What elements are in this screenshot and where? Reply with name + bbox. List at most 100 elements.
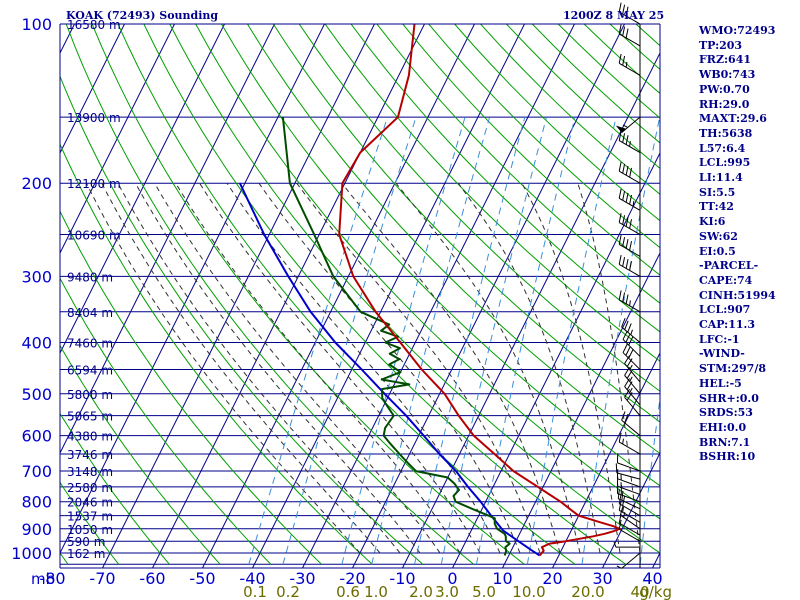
dry-adiabat — [60, 277, 272, 565]
index-item: CINH:51994 — [699, 288, 776, 302]
sounding-traces — [238, 24, 621, 557]
mixing-ratio-line — [282, 117, 417, 565]
wind-barb — [622, 343, 641, 370]
wind-barb — [618, 235, 641, 257]
index-item: BSHR:10 — [699, 450, 756, 464]
isotherm-line — [0, 24, 25, 568]
temperature-tick-label: -60 — [139, 569, 165, 588]
height-label: 13900 m — [67, 111, 121, 125]
moist-adiabat — [175, 182, 461, 554]
wind-barb — [621, 411, 641, 437]
dry-adiabat — [376, 24, 660, 304]
dry-adiabat — [91, 24, 525, 565]
pressure-tick-label: 300 — [21, 267, 52, 286]
dry-adiabat — [221, 24, 660, 487]
pressure-tick-label: 800 — [21, 493, 52, 512]
moist-adiabat — [457, 182, 601, 554]
chart-title: KOAK (72493) Sounding — [66, 9, 219, 22]
wind-barb — [621, 318, 641, 343]
pressure-tick-label: 500 — [21, 385, 52, 404]
moist-adiabat — [395, 182, 581, 554]
pressure-tick-label: 900 — [21, 520, 52, 539]
index-item: HEL:-5 — [699, 376, 742, 390]
isotherm-line — [60, 24, 175, 255]
index-item: BRN:7.1 — [699, 435, 751, 449]
index-item: TH:5638 — [699, 126, 753, 140]
dry-adiabat — [117, 24, 576, 565]
index-item: SW:62 — [699, 229, 738, 243]
wind-barb — [618, 161, 641, 184]
pressure-tick-label: 600 — [21, 427, 52, 446]
isotherm-line — [60, 24, 225, 355]
wind-barb — [613, 541, 640, 548]
moist-adiabat — [101, 182, 381, 554]
index-item: SRDS:53 — [699, 406, 753, 420]
wind-barb — [616, 469, 641, 488]
index-item: CAP:11.3 — [699, 318, 756, 332]
dewpoint-trace — [281, 117, 511, 556]
temperature-tick-label: -70 — [89, 569, 115, 588]
temperature-tick-label: -80 — [39, 569, 65, 588]
height-label: 12100 m — [67, 177, 121, 191]
wind-barb — [615, 463, 641, 480]
isotherm-line — [60, 24, 125, 155]
moist-adiabat — [296, 182, 541, 554]
wind-barb — [624, 355, 641, 383]
isotherm-line — [502, 251, 660, 568]
temperature-tick-label: 20 — [542, 569, 562, 588]
mixing-ratio-labels: 0.1 0.2 0.6 1.0 2.0 3.0 5.0 10.0 20.0 40g/kg — [243, 583, 672, 600]
dry-adiabat — [428, 24, 660, 249]
temperature-tick-labels: -80 -70 -60 -50 -40 -30 -20 -10 0 10 20 30 40 — [39, 569, 662, 588]
wind-barb — [622, 330, 641, 357]
mixing-ratio-label: 3.0 — [435, 583, 459, 600]
temperature-tick-label: 30 — [592, 569, 612, 588]
height-label: 4380 m — [67, 430, 113, 444]
parcel-trace — [238, 182, 541, 557]
height-label: 9480 m — [67, 270, 113, 284]
pressure-tick-label: 700 — [21, 462, 52, 481]
height-label: 3746 m — [67, 448, 113, 462]
plot-frame — [59, 23, 661, 569]
dry-adiabat — [402, 24, 660, 276]
index-item: LCL:907 — [699, 303, 751, 317]
moist-adiabat — [86, 182, 361, 554]
dry-adiabat — [60, 412, 170, 565]
dry-adiabat — [60, 210, 322, 565]
moist-adiabat — [135, 182, 421, 554]
wind-barbs — [613, 2, 641, 569]
wind-barb — [618, 290, 641, 313]
height-label: 2046 m — [67, 496, 113, 510]
pressure-tick-label: 100 — [21, 15, 52, 34]
wind-barb — [618, 24, 641, 47]
index-item: CAPE:74 — [699, 273, 753, 287]
wind-barb — [618, 255, 641, 277]
height-labels: 16580 m 13900 m 12100 m 10690 m 9480 m 8404 m… — [67, 18, 121, 561]
index-item: -WIND- — [699, 347, 745, 361]
moist-adiabat — [577, 183, 641, 554]
mixing-ratio-label: 20.0 — [571, 583, 604, 600]
height-label: 8404 m — [67, 306, 113, 320]
index-item: TT:42 — [699, 200, 734, 214]
moist-adiabat-lines — [86, 182, 641, 554]
isotherm-line — [452, 151, 660, 568]
mixing-ratio-label: 10.0 — [512, 583, 545, 600]
dry-adiabat — [60, 481, 120, 565]
temperature-tick-label: -50 — [189, 569, 215, 588]
mixing-ratio-line — [526, 117, 617, 565]
dry-adiabat — [169, 24, 660, 554]
index-item: SI:5.5 — [699, 185, 736, 199]
wind-barb — [618, 53, 641, 76]
wind-barb — [618, 188, 641, 211]
temperature-trace — [338, 24, 621, 557]
mixing-ratio-label: 1.0 — [364, 583, 388, 600]
index-item: EI:0.5 — [699, 244, 736, 258]
index-item: MAXT:29.6 — [699, 112, 767, 126]
mixing-ratio-label: 0.1 — [243, 583, 267, 600]
dry-adiabat — [0, 24, 17, 564]
mixing-ratio-line — [371, 117, 491, 565]
height-label: 7460 m — [67, 336, 113, 350]
index-item: LI:11.4 — [699, 171, 743, 185]
indices-panel: WMO:72493 TP:203 FRZ:641 WB0:743 PW:0.70 RH:2… — [699, 24, 776, 465]
temperature-tick-label: -40 — [239, 569, 265, 588]
